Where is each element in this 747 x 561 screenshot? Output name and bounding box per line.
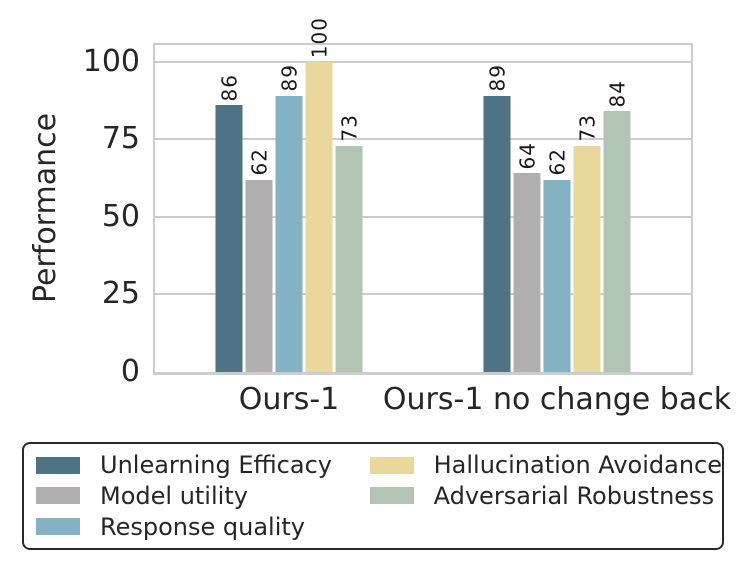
bar: [513, 173, 541, 372]
y-tick-label-50: 50: [101, 198, 140, 234]
legend-item: Hallucination Avoidance: [369, 451, 722, 480]
bar-column: 73: [335, 114, 363, 372]
bar: [305, 61, 333, 372]
bar-group-1: 86 62 89 100 73: [215, 16, 363, 372]
legend-label: Hallucination Avoidance: [433, 451, 722, 480]
y-tick-label-25: 25: [101, 276, 140, 312]
bar: [573, 145, 601, 372]
legend-swatch: [36, 456, 80, 474]
legend-item: Model utility: [36, 484, 370, 508]
bar-value-label: 62: [247, 148, 271, 176]
legend-label: Model utility: [100, 481, 248, 510]
bar-value-label: 89: [485, 64, 509, 92]
gridline-50: [155, 215, 691, 218]
legend-item: Adversarial Robustness: [369, 481, 722, 510]
legend-swatch: [369, 456, 414, 474]
bar: [275, 95, 303, 372]
bar: [483, 95, 511, 372]
gridline-75: [155, 138, 691, 141]
bar-group-2: 89 64 62 73 84: [483, 64, 631, 372]
legend: Unlearning Efficacy Model utility Response…: [22, 442, 724, 550]
legend-item: Response quality: [36, 515, 370, 539]
bar: [543, 179, 571, 372]
bar-value-label: 89: [277, 64, 301, 92]
bar-value-label: 86: [217, 73, 241, 102]
x-tick-label-2: Ours-1 no change back: [382, 382, 732, 417]
legend-swatch: [36, 518, 80, 536]
bar-column: 84: [603, 79, 631, 372]
gridline-25: [155, 293, 691, 296]
legend-swatch: [36, 487, 80, 505]
bar-column: 86: [215, 73, 243, 372]
legend-swatch: [369, 487, 414, 505]
bar-column: 100: [305, 16, 333, 372]
legend-item: Unlearning Efficacy: [36, 453, 370, 477]
y-tick-label-100: 100: [82, 43, 140, 79]
legend-label: Unlearning Efficacy: [100, 451, 332, 480]
bar-column: 62: [245, 148, 273, 372]
bar-value-label: 84: [605, 79, 629, 108]
legend-label: Adversarial Robustness: [433, 481, 715, 510]
gridline-100: [155, 60, 691, 63]
bar-column: 64: [513, 142, 541, 372]
bar-column: 89: [275, 64, 303, 372]
plot-area: 86 62 89 100 73 89 64 62 73 84: [153, 17, 693, 375]
bar: [603, 111, 631, 372]
y-tick-label-75: 75: [101, 121, 140, 157]
bar-column: 89: [483, 64, 511, 372]
bar-value-label: 73: [337, 114, 361, 142]
legend-label: Response quality: [100, 512, 305, 541]
bar: [245, 179, 273, 372]
bar-value-label: 100: [307, 16, 331, 58]
bar: [335, 145, 363, 372]
bar: [215, 105, 243, 372]
bar-value-label: 73: [575, 114, 599, 142]
x-tick-label-1: Ours-1: [238, 382, 340, 417]
bar-value-label: 62: [545, 148, 569, 176]
y-tick-label-0: 0: [120, 354, 140, 389]
bar-value-label: 64: [515, 142, 539, 170]
bar-column: 62: [543, 148, 571, 372]
bar-column: 73: [573, 114, 601, 372]
